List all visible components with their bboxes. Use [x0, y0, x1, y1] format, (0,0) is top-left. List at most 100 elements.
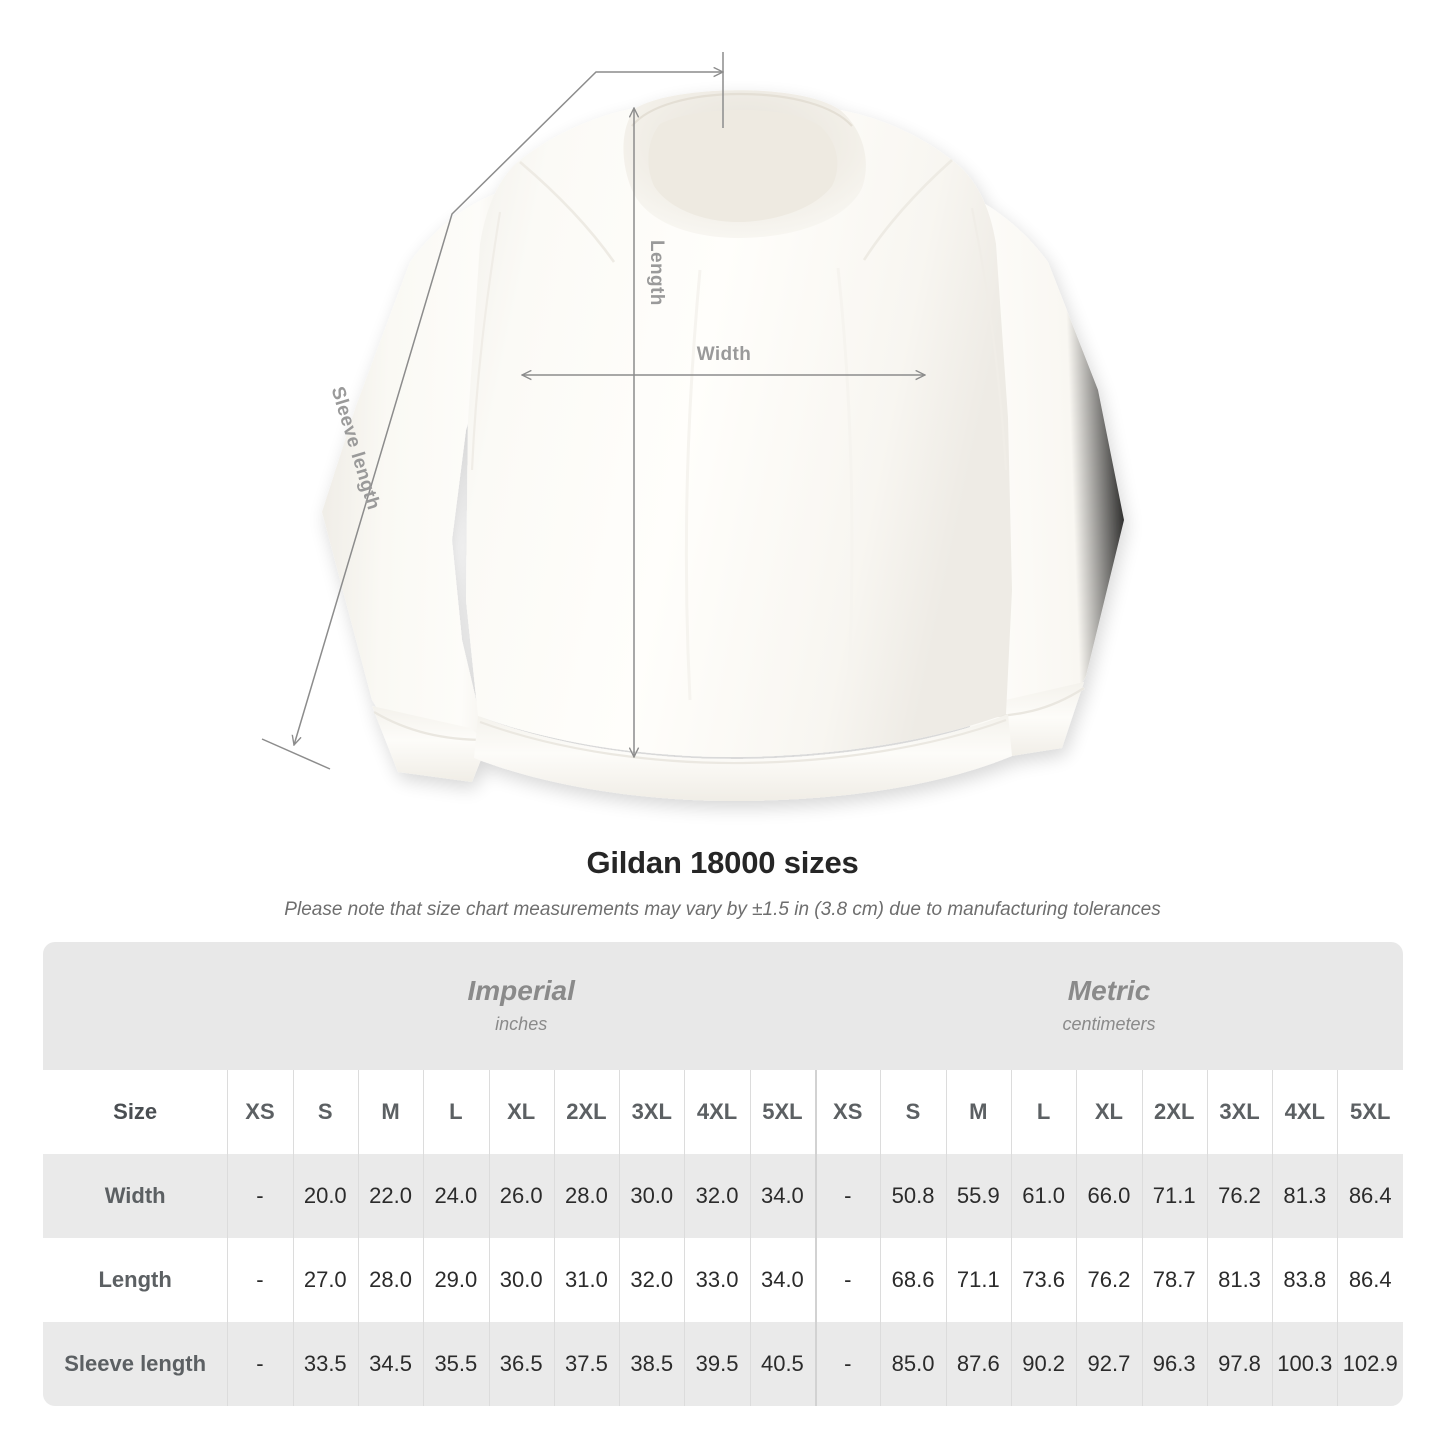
- row-label-sleeve-length: Sleeve length: [43, 1322, 228, 1406]
- cell-sleeve-met-3: 90.2: [1010, 1322, 1077, 1406]
- cell-length-met-7: 83.8: [1272, 1238, 1338, 1322]
- unit-name-metric: Metric: [1067, 975, 1151, 1006]
- unit-sub-imperial: inches: [495, 1014, 548, 1034]
- header-cell-met-3: L: [1010, 1070, 1077, 1154]
- cell-length-met-6: 81.3: [1206, 1238, 1273, 1322]
- cell-sleeve-imp-6: 38.5: [619, 1322, 685, 1406]
- header-cell-imp-7: 4XL: [684, 1070, 750, 1154]
- cell-sleeve-met-8: 102.9: [1337, 1322, 1403, 1406]
- unit-group-imperial: Imperial inches: [227, 942, 816, 1070]
- header-cell-met-2: M: [945, 1070, 1011, 1154]
- cell-width-imp-7: 32.0: [684, 1154, 750, 1238]
- cell-sleeve-met-7: 100.3: [1272, 1322, 1338, 1406]
- header-cell-met-8: 5XL: [1337, 1070, 1403, 1154]
- cell-length-imp-3: 29.0: [423, 1238, 489, 1322]
- cell-length-imp-5: 31.0: [553, 1238, 620, 1322]
- garment-diagram: Length Width Sleeve length: [261, 52, 1124, 802]
- table-row: Sleeve length - 33.5 34.5 35.5 36.5 37.5…: [43, 1322, 1403, 1406]
- tolerance-note: Please note that size chart measurements…: [284, 899, 1161, 920]
- cell-width-met-8: 86.4: [1337, 1154, 1403, 1238]
- cell-sleeve-imp-0: -: [227, 1322, 293, 1406]
- row-label-length: Length: [43, 1238, 228, 1322]
- header-cell-imp-8: 5XL: [749, 1070, 816, 1154]
- cell-width-imp-0: -: [227, 1154, 293, 1238]
- cell-length-met-4: 76.2: [1076, 1238, 1142, 1322]
- size-table: Imperial inches Metric centimeters Size …: [43, 942, 1403, 1406]
- header-cell-imp-3: L: [423, 1070, 489, 1154]
- header-cell-met-7: 4XL: [1272, 1070, 1338, 1154]
- cell-length-imp-1: 27.0: [292, 1238, 358, 1322]
- cell-length-met-8: 86.4: [1337, 1238, 1403, 1322]
- header-cell-met-5: 2XL: [1141, 1070, 1207, 1154]
- cell-length-imp-8: 34.0: [749, 1238, 816, 1322]
- cell-width-imp-8: 34.0: [749, 1154, 816, 1238]
- header-cell-met-0: XS: [815, 1070, 881, 1154]
- cell-length-met-0: -: [815, 1238, 881, 1322]
- cell-sleeve-met-0: -: [815, 1322, 881, 1406]
- row-label-width: Width: [43, 1154, 228, 1238]
- header-cell-imp-6: 3XL: [619, 1070, 685, 1154]
- size-header-row: Size XS S M L XL 2XL 3XL 4XL 5XL XS S M …: [43, 1070, 1403, 1154]
- length-label: Length: [646, 240, 667, 306]
- cell-length-met-3: 73.6: [1010, 1238, 1077, 1322]
- table-row: Width - 20.0 22.0 24.0 26.0 28.0 30.0 32…: [43, 1154, 1403, 1238]
- cell-width-met-3: 61.0: [1010, 1154, 1077, 1238]
- size-table-container: Imperial inches Metric centimeters Size …: [43, 942, 1403, 1406]
- cell-length-met-2: 71.1: [945, 1238, 1011, 1322]
- header-cell-imp-4: XL: [488, 1070, 554, 1154]
- cell-sleeve-met-4: 92.7: [1076, 1322, 1142, 1406]
- cell-width-met-0: -: [815, 1154, 881, 1238]
- unit-name-imperial: Imperial: [467, 975, 575, 1006]
- cell-width-met-1: 50.8: [880, 1154, 946, 1238]
- cell-width-imp-5: 28.0: [553, 1154, 620, 1238]
- cell-sleeve-imp-5: 37.5: [553, 1322, 620, 1406]
- cell-length-met-5: 78.7: [1141, 1238, 1207, 1322]
- cell-length-imp-7: 33.0: [684, 1238, 750, 1322]
- cell-sleeve-imp-1: 33.5: [292, 1322, 358, 1406]
- cell-width-met-6: 76.2: [1206, 1154, 1273, 1238]
- header-cell-met-6: 3XL: [1206, 1070, 1273, 1154]
- measurement-annotations: [261, 52, 925, 770]
- banner-spacer: [43, 942, 228, 1070]
- cell-width-imp-6: 30.0: [619, 1154, 685, 1238]
- header-cell-imp-2: M: [357, 1070, 424, 1154]
- cell-length-imp-4: 30.0: [488, 1238, 554, 1322]
- page-title: Gildan 18000 sizes: [586, 845, 859, 880]
- cell-sleeve-imp-3: 35.5: [423, 1322, 489, 1406]
- cell-sleeve-imp-2: 34.5: [357, 1322, 424, 1406]
- header-size-label: Size: [43, 1070, 228, 1154]
- cell-sleeve-met-6: 97.8: [1206, 1322, 1273, 1406]
- cell-sleeve-met-2: 87.6: [945, 1322, 1011, 1406]
- cell-length-imp-6: 32.0: [619, 1238, 685, 1322]
- sweatshirt-illustration: [322, 90, 1124, 802]
- cell-sleeve-met-5: 96.3: [1141, 1322, 1207, 1406]
- cell-sleeve-imp-4: 36.5: [488, 1322, 554, 1406]
- cell-width-imp-4: 26.0: [488, 1154, 554, 1238]
- cell-width-imp-1: 20.0: [292, 1154, 358, 1238]
- header-cell-imp-1: S: [292, 1070, 358, 1154]
- bottom-hem: [474, 714, 1012, 802]
- cell-sleeve-imp-8: 40.5: [749, 1322, 816, 1406]
- cell-width-met-4: 66.0: [1076, 1154, 1142, 1238]
- header-cell-met-4: XL: [1076, 1070, 1142, 1154]
- header-cell-met-1: S: [880, 1070, 946, 1154]
- unit-sub-metric: centimeters: [1062, 1014, 1156, 1034]
- unit-banner-row: Imperial inches Metric centimeters: [43, 942, 1403, 1070]
- header-cell-imp-5: 2XL: [553, 1070, 620, 1154]
- cell-width-imp-3: 24.0: [423, 1154, 489, 1238]
- width-label: Width: [697, 344, 752, 365]
- cell-width-imp-2: 22.0: [357, 1154, 424, 1238]
- table-row: Length - 27.0 28.0 29.0 30.0 31.0 32.0 3…: [43, 1238, 1403, 1322]
- unit-group-metric: Metric centimeters: [815, 942, 1403, 1070]
- cell-width-met-5: 71.1: [1141, 1154, 1207, 1238]
- header-cell-imp-0: XS: [227, 1070, 293, 1154]
- cell-width-met-2: 55.9: [945, 1154, 1011, 1238]
- title-block: Gildan 18000 sizes Please note that size…: [0, 843, 1445, 922]
- cell-length-imp-0: -: [227, 1238, 293, 1322]
- cell-sleeve-imp-7: 39.5: [684, 1322, 750, 1406]
- cell-length-imp-2: 28.0: [357, 1238, 424, 1322]
- sleeve-length-leader: [261, 52, 723, 770]
- cell-width-met-7: 81.3: [1272, 1154, 1338, 1238]
- cell-length-met-1: 68.6: [880, 1238, 946, 1322]
